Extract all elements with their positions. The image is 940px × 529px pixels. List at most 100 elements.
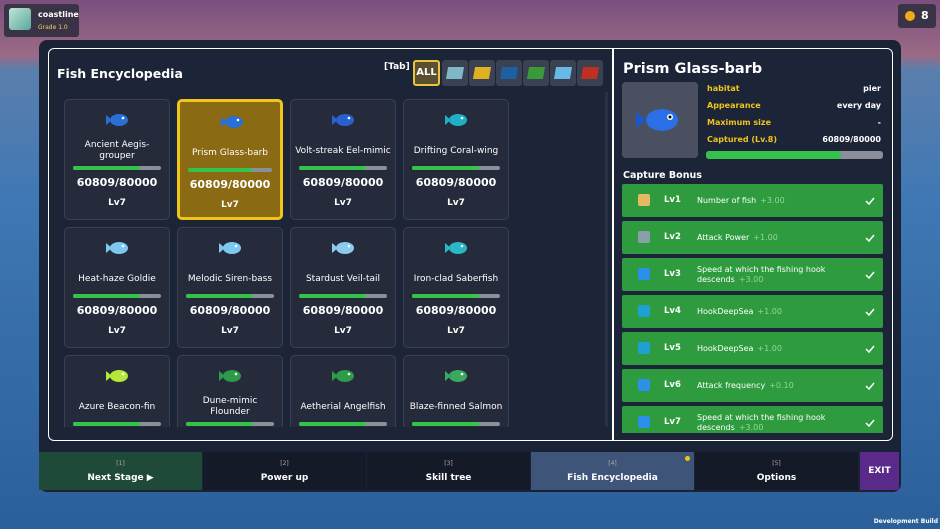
detail-value: - bbox=[877, 118, 881, 127]
filter-button[interactable] bbox=[496, 60, 522, 86]
coin-count: 8 bbox=[921, 9, 929, 22]
bonus-amount: +1.00 bbox=[757, 343, 782, 353]
detail-title: Prism Glass-barb bbox=[623, 61, 763, 77]
detail-label: habitat bbox=[707, 84, 740, 93]
bonus-row: Lv1 Number of fish +3.00 bbox=[622, 184, 883, 217]
fish-name: Azure Beacon-fin bbox=[78, 401, 156, 412]
nav-button[interactable]: [5] Options bbox=[695, 452, 858, 490]
bonus-level: Lv2 bbox=[664, 232, 681, 242]
fish-name: Dune-mimic Flounder bbox=[202, 396, 258, 417]
filter-button[interactable] bbox=[550, 60, 576, 86]
fish-name: Stardust Veil-tail bbox=[305, 273, 381, 284]
progress-fill bbox=[73, 294, 140, 298]
fish-name: Ancient Aegis-grouper bbox=[84, 140, 150, 161]
detail-value: pier bbox=[863, 84, 881, 93]
fish-icon bbox=[332, 370, 354, 382]
divider bbox=[612, 48, 614, 441]
footer: Development Build bbox=[873, 518, 938, 525]
progress-track bbox=[73, 422, 161, 426]
coin-icon bbox=[905, 11, 915, 21]
fish-progress: 60809/80000 bbox=[189, 178, 271, 191]
filter-button[interactable] bbox=[577, 60, 603, 86]
fish-name: Prism Glass-barb bbox=[191, 147, 269, 158]
progress-fill bbox=[299, 166, 366, 170]
progress-fill bbox=[73, 422, 140, 426]
bonus-amount: +3.00 bbox=[738, 422, 764, 432]
bonus-text: Number of fish bbox=[697, 195, 757, 205]
fish-progress: 60809/80000 bbox=[76, 176, 158, 189]
fish-icon bbox=[445, 370, 467, 382]
detail-label: Appearance bbox=[707, 101, 761, 110]
fish-card[interactable]: Drifting Coral-wing 60809/80000 Lv7 bbox=[403, 99, 509, 220]
fish-card[interactable]: Stardust Veil-tail 60809/80000 Lv7 bbox=[290, 227, 396, 348]
filter-button[interactable] bbox=[469, 60, 495, 86]
fish-card[interactable]: Prism Glass-barb 60809/80000 Lv7 bbox=[177, 99, 283, 220]
fish-name: Drifting Coral-wing bbox=[413, 145, 499, 156]
bonus-level: Lv3 bbox=[664, 269, 681, 279]
nav-button[interactable]: [3] Skill tree bbox=[367, 452, 530, 490]
bonus-icon bbox=[638, 268, 650, 280]
fish-name: Melodic Siren-bass bbox=[187, 273, 273, 284]
nav-key: [4] bbox=[608, 460, 617, 467]
filter-all[interactable]: ALL bbox=[413, 60, 440, 86]
fish-level: Lv7 bbox=[447, 198, 465, 208]
progress-track bbox=[299, 294, 387, 298]
fish-icon bbox=[106, 114, 128, 126]
check bbox=[865, 234, 875, 243]
notification-dot bbox=[685, 456, 690, 461]
fish-progress: 60809/80000 bbox=[415, 176, 497, 189]
detail-label: Maximum size bbox=[707, 118, 771, 127]
fish-icon bbox=[221, 116, 243, 128]
progress-track bbox=[299, 166, 387, 170]
detail-progress-fill bbox=[706, 151, 841, 159]
exit-button[interactable]: EXIT bbox=[860, 452, 899, 490]
bonus-text: Attack frequency bbox=[697, 380, 766, 390]
progress-track bbox=[186, 294, 274, 298]
fish-card[interactable]: Iron-clad Saberfish 60809/80000 Lv7 bbox=[403, 227, 509, 348]
fish-progress: 60809/80000 bbox=[76, 304, 158, 317]
fish-card[interactable]: Volt-streak Eel-mimic 60809/80000 Lv7 bbox=[290, 99, 396, 220]
nav-button[interactable]: [1] Next Stage ▶ bbox=[39, 452, 202, 490]
progress-fill bbox=[412, 166, 479, 170]
check bbox=[865, 197, 875, 206]
fish-card[interactable]: Ancient Aegis-grouper 60809/80000 Lv7 bbox=[64, 99, 170, 220]
fish-icon bbox=[332, 242, 354, 254]
progress-track bbox=[188, 168, 272, 172]
filter-button[interactable] bbox=[442, 60, 468, 86]
bonus-icon bbox=[638, 379, 650, 391]
fish-level: Lv7 bbox=[334, 198, 352, 208]
fish-card[interactable]: Melodic Siren-bass 60809/80000 Lv7 bbox=[177, 227, 283, 348]
nav-label: Power up bbox=[260, 473, 309, 483]
bonus-text-wrap: Attack Power +1.00 bbox=[697, 221, 855, 254]
bonus-row: Lv2 Attack Power +1.00 bbox=[622, 221, 883, 254]
nav-button[interactable]: [2] Power up bbox=[203, 452, 366, 490]
fish-card[interactable]: Heat-haze Goldie 60809/80000 Lv7 bbox=[64, 227, 170, 348]
progress-track bbox=[412, 294, 500, 298]
bonus-row: Lv5 HookDeepSea +1.00 bbox=[622, 332, 883, 365]
check bbox=[865, 308, 875, 317]
progress-fill bbox=[299, 294, 366, 298]
detail-label: Captured (Lv.8) bbox=[707, 135, 777, 144]
detail-icon-box bbox=[622, 82, 698, 158]
bonus-amount: +3.00 bbox=[738, 274, 764, 284]
bonus-list: Lv1 Number of fish +3.00 Lv2 Attack Power +1.… bbox=[614, 182, 890, 433]
filter-button[interactable] bbox=[523, 60, 549, 86]
player-name: coastline bbox=[38, 10, 79, 19]
bonus-icon bbox=[638, 305, 650, 317]
bonus-amount: +0.10 bbox=[769, 380, 794, 390]
bonus-icon bbox=[638, 342, 650, 354]
nav-button[interactable]: [4] Fish Encyclopedia bbox=[531, 452, 694, 490]
bonus-text: Attack Power bbox=[697, 232, 750, 242]
bonus-text-wrap: Number of fish +3.00 bbox=[697, 184, 855, 217]
nav-key: [2] bbox=[280, 460, 289, 467]
bonus-text-wrap: Attack frequency +0.10 bbox=[697, 369, 855, 402]
bonus-amount: +3.00 bbox=[760, 195, 785, 205]
nav-key: [1] bbox=[116, 460, 125, 467]
fish-name: Heat-haze Goldie bbox=[78, 273, 156, 284]
nav-label: Options bbox=[756, 473, 797, 483]
player-badge[interactable]: coastline Grade 1.0 bbox=[4, 4, 79, 37]
